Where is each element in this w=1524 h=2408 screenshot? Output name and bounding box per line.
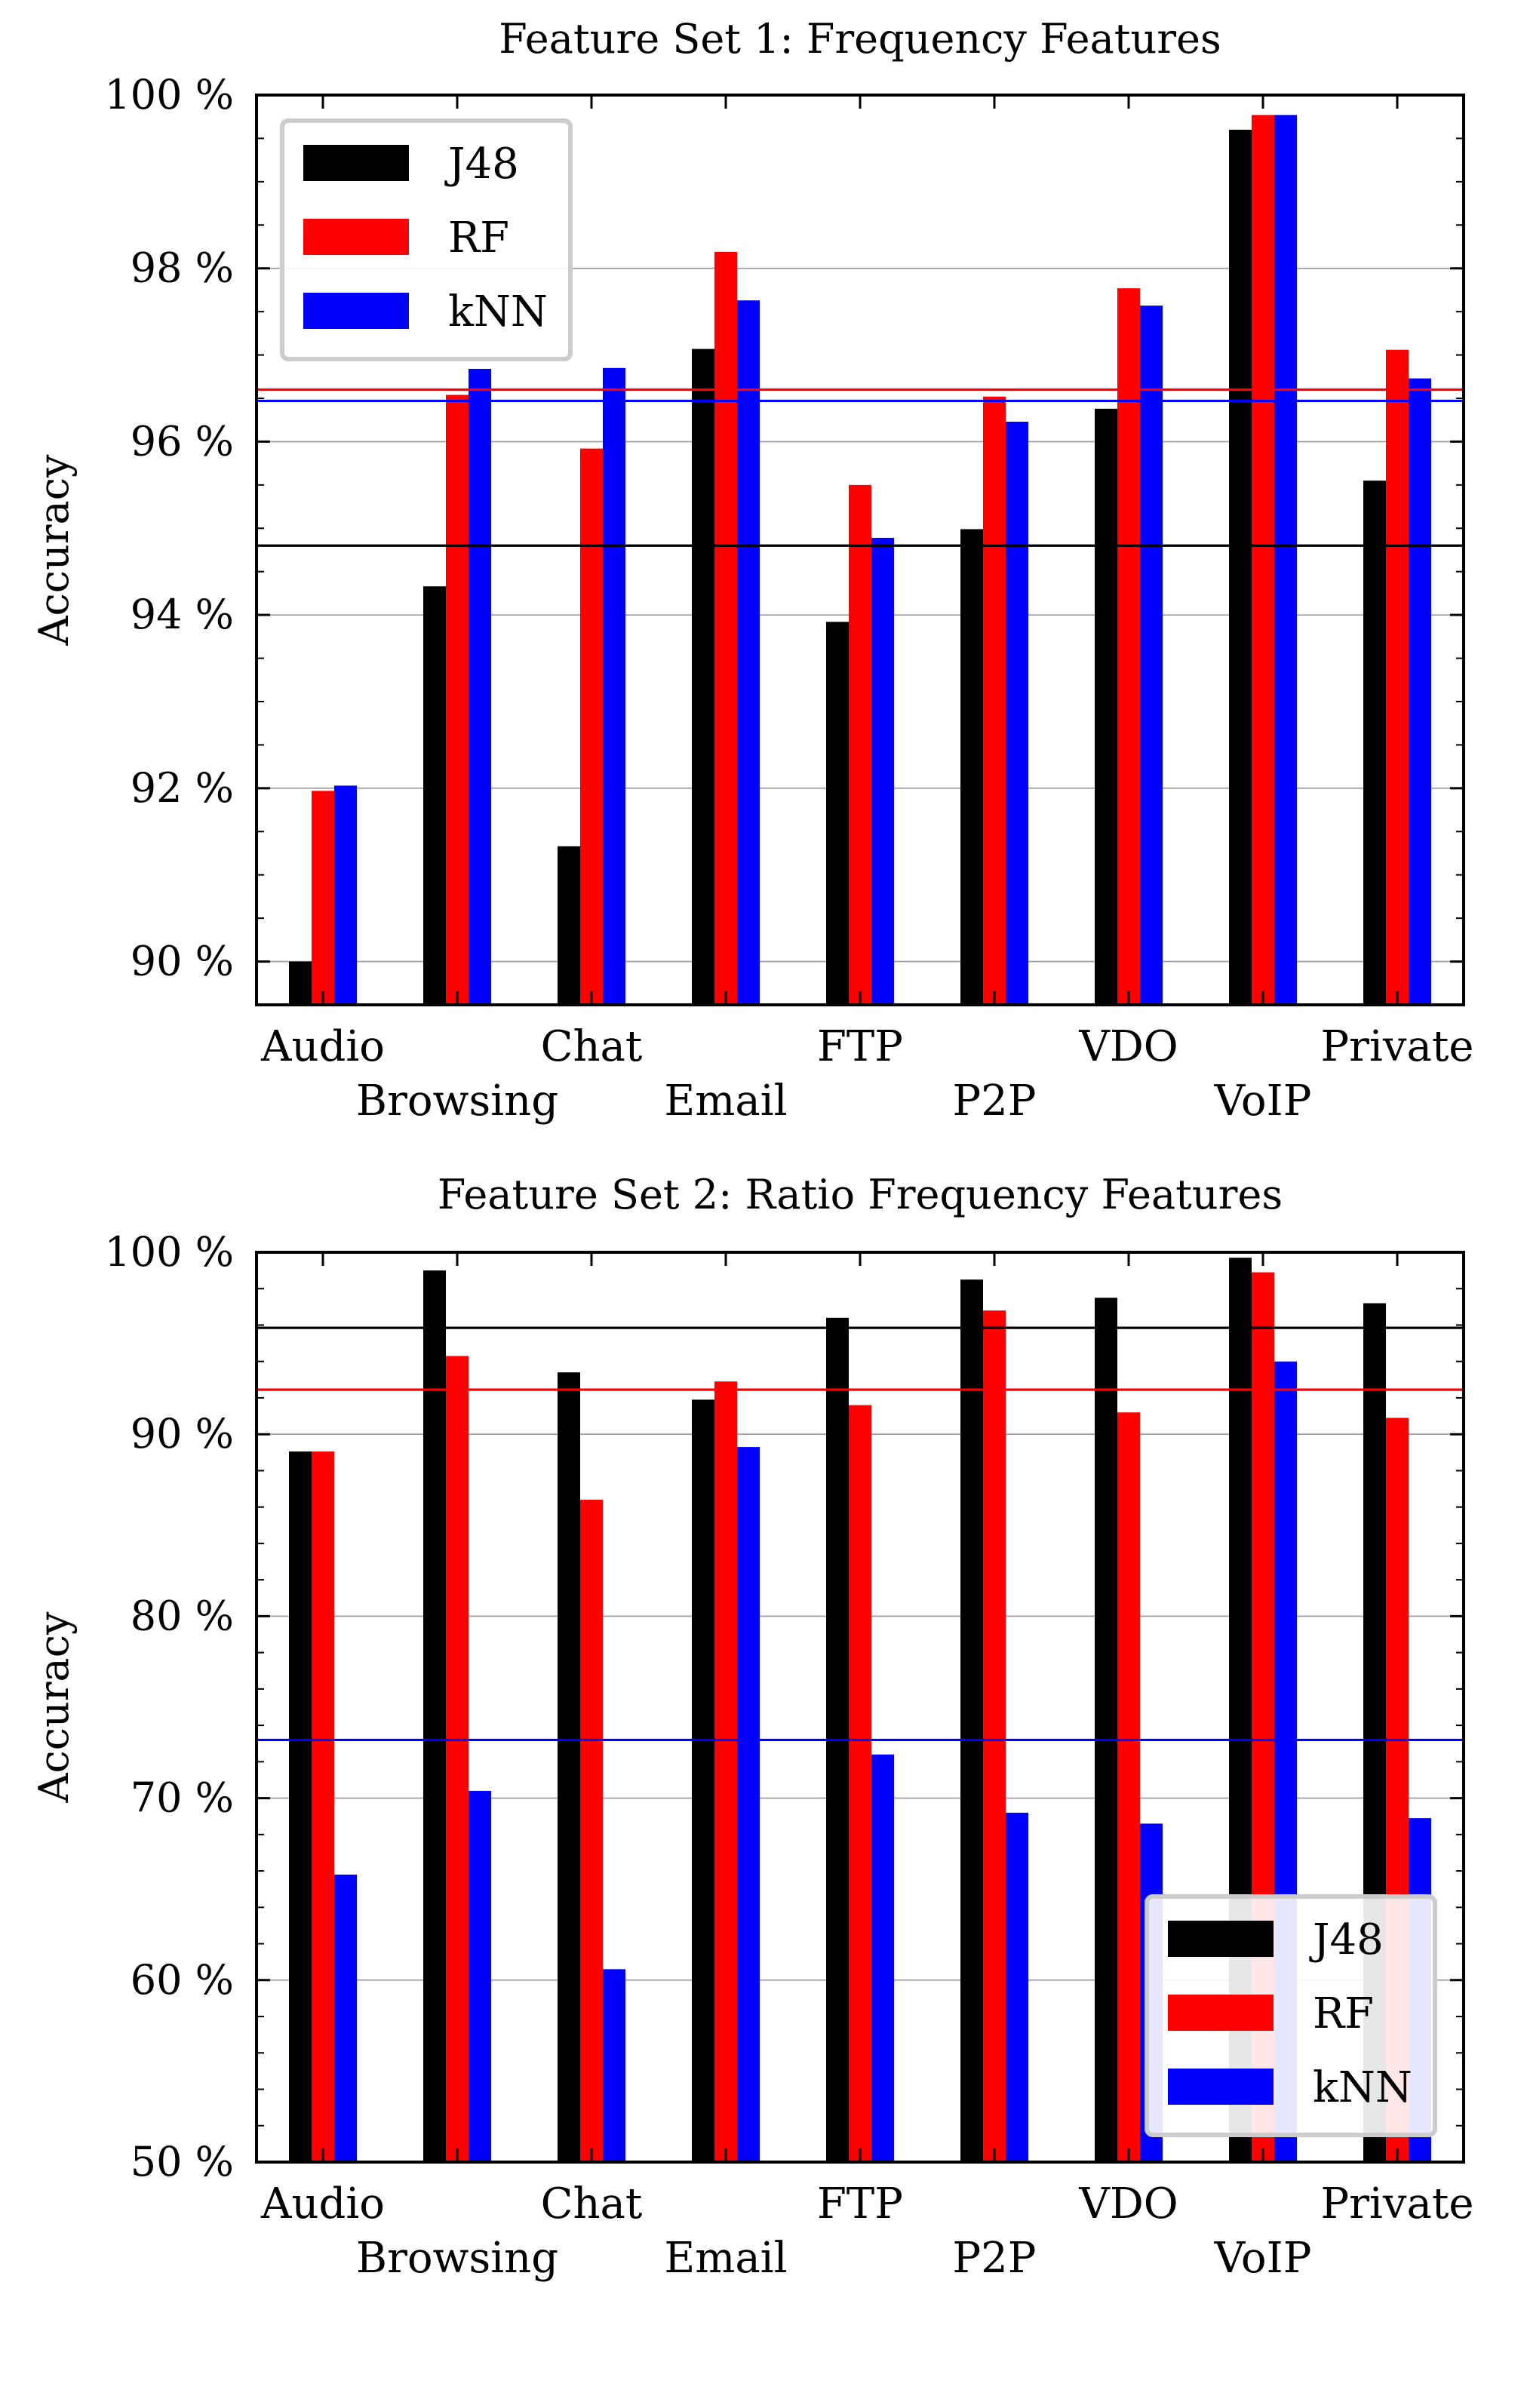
bar-knn-audio	[334, 1874, 357, 2162]
x-tick-label: VDO	[1078, 2179, 1178, 2228]
x-tick-label: Chat	[541, 2179, 643, 2228]
bar-knn-audio	[334, 785, 357, 1005]
legend-swatch-knn	[303, 293, 409, 329]
y-tick-label: 80 %	[131, 1592, 234, 1639]
bar-knn-voip	[1274, 115, 1297, 1006]
legend-swatch-j48	[303, 145, 409, 181]
bar-knn-chat	[603, 367, 625, 1005]
bar-j48-email	[692, 349, 714, 1005]
bar-rf-chat	[580, 1500, 603, 2162]
x-tick-label: P2P	[953, 2234, 1037, 2283]
bar-rf-vdo	[1117, 1412, 1140, 2162]
bar-j48-email	[692, 1399, 714, 2162]
bar-j48-audio	[289, 1451, 312, 2162]
bar-j48-p2p	[960, 529, 983, 1005]
bar-j48-p2p	[960, 1279, 983, 2162]
bar-knn-ftp	[871, 537, 894, 1005]
legend-label-knn: kNN	[1313, 2063, 1412, 2112]
bar-rf-email	[714, 1381, 737, 2162]
legend-swatch-rf	[1168, 1995, 1274, 2031]
legend-swatch-rf	[303, 219, 409, 255]
legend-label-rf: RF	[448, 213, 509, 263]
bar-j48-browsing	[423, 1270, 446, 2162]
y-tick-label: 50 %	[131, 2138, 234, 2185]
x-tick-label: FTP	[817, 1022, 903, 1071]
y-tick-label: 90 %	[131, 938, 234, 985]
bar-j48-audio	[289, 961, 312, 1005]
x-tick-label: Audio	[260, 1022, 385, 1071]
y-tick-label: 90 %	[131, 1410, 234, 1457]
x-tick-label: P2P	[953, 1077, 1037, 1126]
bar-j48-vdo	[1095, 408, 1117, 1005]
x-tick-label: Browsing	[356, 2234, 558, 2283]
bar-rf-private	[1386, 349, 1409, 1005]
x-tick-label: Email	[664, 2234, 787, 2283]
x-tick-label: Private	[1320, 2179, 1473, 2228]
bar-rf-audio	[312, 791, 334, 1005]
bar-j48-voip	[1229, 129, 1252, 1005]
chart-feature-set-2: Feature Set 2: Ratio Frequency Features A…	[30, 1171, 1474, 2283]
y-axis-label: Accuracy	[30, 454, 78, 647]
x-tick-label: Browsing	[356, 1077, 558, 1126]
bar-rf-browsing	[446, 395, 469, 1005]
bar-rf-vdo	[1117, 288, 1140, 1005]
axes-frame	[255, 1251, 1465, 2164]
bar-rf-ftp	[849, 484, 871, 1005]
x-tick-label: VoIP	[1214, 2234, 1312, 2283]
bar-rf-chat	[580, 448, 603, 1005]
bar-rf-p2p	[983, 1310, 1006, 2162]
bar-knn-browsing	[469, 1790, 491, 2162]
legend: J48 RF kNN	[1145, 1894, 1437, 2137]
legend-label-rf: RF	[1313, 1989, 1374, 2038]
bar-j48-browsing	[423, 586, 446, 1005]
x-tick-label: Audio	[260, 2179, 385, 2228]
bar-rf-voip	[1252, 115, 1274, 1006]
legend-label-knn: kNN	[448, 287, 548, 336]
x-tick-label: Chat	[541, 1022, 643, 1071]
bar-knn-browsing	[469, 368, 491, 1005]
y-tick-label: 70 %	[131, 1774, 234, 1822]
axes-frame	[255, 94, 1465, 1006]
bar-j48-chat	[558, 1372, 580, 2162]
bar-knn-vdo	[1140, 306, 1163, 1005]
legend-label-j48: J48	[444, 140, 519, 189]
x-tick-label: VoIP	[1214, 1077, 1312, 1126]
y-tick-label: 98 %	[131, 244, 234, 292]
bar-rf-browsing	[446, 1356, 469, 2162]
bar-j48-ftp	[826, 622, 849, 1005]
bar-knn-ftp	[871, 1754, 894, 2162]
y-tick-label: 92 %	[131, 764, 234, 812]
chart-title: Feature Set 1: Frequency Features	[499, 15, 1221, 63]
bar-knn-email	[737, 1447, 760, 2162]
bar-knn-chat	[603, 1969, 625, 2162]
bar-j48-chat	[558, 846, 580, 1005]
y-tick-label: 94 %	[131, 591, 234, 638]
y-tick-label: 60 %	[131, 1956, 234, 2004]
y-axis-label: Accuracy	[30, 1611, 78, 1804]
chart-feature-set-1: Feature Set 1: Frequency Features Accurac…	[30, 15, 1474, 1126]
bar-rf-audio	[312, 1451, 334, 2162]
x-tick-label: FTP	[817, 2179, 903, 2228]
y-tick-label: 100 %	[104, 1228, 234, 1276]
legend-swatch-knn	[1168, 2069, 1274, 2105]
bar-knn-private	[1409, 378, 1431, 1005]
chart-title: Feature Set 2: Ratio Frequency Features	[438, 1171, 1283, 1218]
bar-rf-ftp	[849, 1405, 871, 2162]
x-tick-label: VDO	[1078, 1022, 1178, 1071]
bar-knn-p2p	[1006, 1812, 1028, 2162]
bar-rf-email	[714, 251, 737, 1005]
x-tick-label: Email	[664, 1077, 787, 1126]
y-tick-label: 100 %	[104, 71, 234, 118]
bar-knn-p2p	[1006, 422, 1028, 1005]
legend-label-j48: J48	[1309, 1915, 1384, 1964]
bar-rf-p2p	[983, 396, 1006, 1005]
x-tick-label: Private	[1320, 1022, 1473, 1071]
legend-swatch-j48	[1168, 1921, 1274, 1957]
bar-j48-private	[1363, 481, 1386, 1005]
y-tick-label: 96 %	[131, 417, 234, 465]
bar-knn-email	[737, 300, 760, 1005]
bar-j48-vdo	[1095, 1298, 1117, 2162]
legend: J48 RF kNN	[280, 118, 573, 361]
